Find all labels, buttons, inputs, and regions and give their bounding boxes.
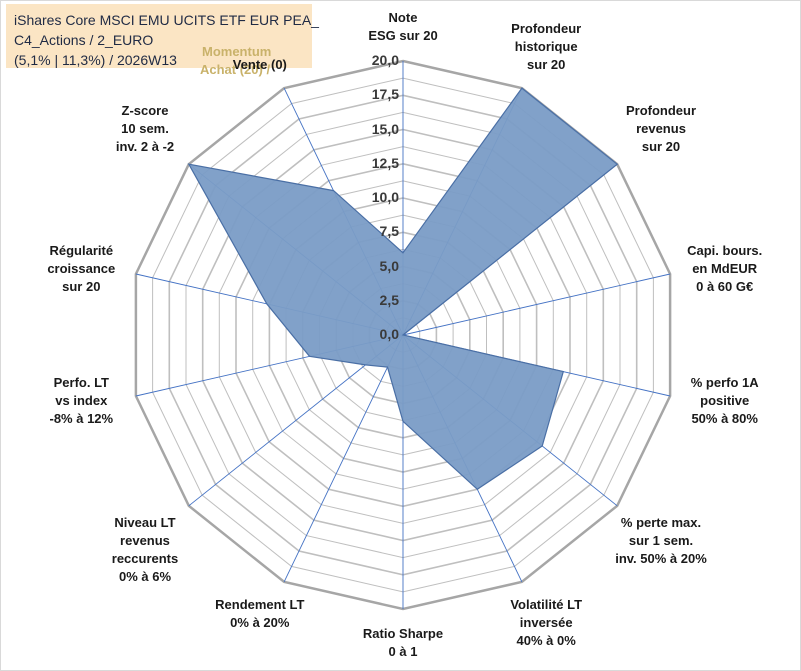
radar-series [187,87,619,491]
axis-label-line: 40% à 0% [516,632,576,648]
axis-label-line: sur 20 [62,279,101,295]
axis-label: Profondeur historique sur 20 [511,20,581,74]
axis-label-line: revenus [120,532,170,548]
axis-label-line: croissance [47,261,116,277]
axis-label-line: Rendement LT [215,596,305,612]
axis-label-line: reccurents [111,550,179,566]
radial-tick-label: 10,0 [371,189,399,205]
axis-label-line: Ratio Sharpe [362,626,444,641]
radial-tick-label: 2,5 [379,291,399,308]
axis-label: Profondeur revenus sur 20 [626,102,696,156]
radar-series-area [187,87,619,491]
axis-label: % perfo 1A positive 50% à 80% [691,374,759,428]
axis-label-line: en MdEUR [692,261,758,277]
axis-label: % perte max. sur 1 sem. inv. 50% à 20% [615,514,707,568]
axis-label-line: vs index [55,392,108,408]
axis-label-line: 0 à 60 G€ [696,279,754,295]
axis-label-line: inv. 50% à 20% [615,550,707,566]
axis-label-line: sur 1 sem. [628,532,694,548]
radar-spoke [283,334,404,583]
axis-label-line: 0% à 20% [230,614,290,630]
axis-label-line: % perte max. [620,514,702,530]
chart-title-line-2: C4_Actions / 2_EURO [14,32,154,48]
axis-label-line: % perfo 1A [690,374,759,390]
axis-label-line: Régularité [49,243,114,259]
radial-tick-label: 5,0 [379,257,399,274]
axis-label-line: historique [514,39,578,55]
axis-label: Rendement LT 0% à 20% [215,596,304,632]
radar-spoke [402,273,671,336]
axis-label: Vente (0) [233,56,287,74]
axis-label: Z-score 10 sem. inv. 2 à -2 [116,102,174,156]
axis-label: Régularité croissance sur 20 [47,242,115,296]
chart-title-box: iShares Core MSCI EMU UCITS ETF EUR PEA_… [6,4,319,77]
axis-label-line: Note [388,10,418,25]
axis-label-line: 50% à 80% [691,410,758,426]
axis-label: Note ESG sur 20 [368,9,437,45]
momentum-label-line-2: Achat (20) / [200,62,271,77]
axis-label-line: inv. 2 à -2 [115,139,175,155]
radial-tick-label: 0,0 [379,326,399,342]
radial-tick-label: 12,5 [371,154,399,171]
chart-title-line-3: (5,1% | 11,3%) / 2026W13 [14,52,177,68]
radial-tick-label: 17,5 [371,86,399,103]
axis-label-line: Perfo. LT [53,374,109,390]
axis-label-line: sur 20 [527,57,566,73]
axis-label-line: Volatilité LT [510,596,583,612]
axis-label-line: 10 sem. [121,121,169,137]
radial-tick-label: 7,5 [379,223,399,240]
axis-label-line: Vente (0) [232,57,287,73]
axis-label: Perfo. LT vs index -8% à 12% [50,374,114,428]
axis-label-line: Z-score [121,103,169,119]
radial-tick-label: 20,0 [371,52,399,68]
axis-label-line: inversée [519,614,573,630]
axis-label-line: Profondeur [625,103,697,119]
axis-label-line: Profondeur [511,21,582,37]
chart-title-line-1: iShares Core MSCI EMU UCITS ETF EUR PEA_ [14,12,319,28]
axis-label-line: sur 20 [641,139,681,155]
axis-label-line: ESG sur 20 [368,28,438,43]
axis-label: Ratio Sharpe 0 à 1 [363,625,443,661]
axis-label-line: revenus [636,121,686,137]
axis-label: Volatilité LT inversée 40% à 0% [510,596,582,650]
axis-label-line: positive [700,392,750,408]
axis-label-line: 0% à 6% [118,568,172,584]
axis-label-line: -8% à 12% [49,410,114,426]
radial-tick-label: 15,0 [371,120,399,137]
axis-label-line: Niveau LT [114,514,176,530]
axis-label: Niveau LT revenus reccurents 0% à 6% [112,514,178,586]
momentum-label-line-1: Momentum [202,44,272,59]
axis-label: Capi. bours. en MdEUR 0 à 60 G€ [687,242,762,296]
axis-label-line: 0 à 1 [388,644,418,659]
axis-label-line: Capi. bours. [687,243,763,259]
